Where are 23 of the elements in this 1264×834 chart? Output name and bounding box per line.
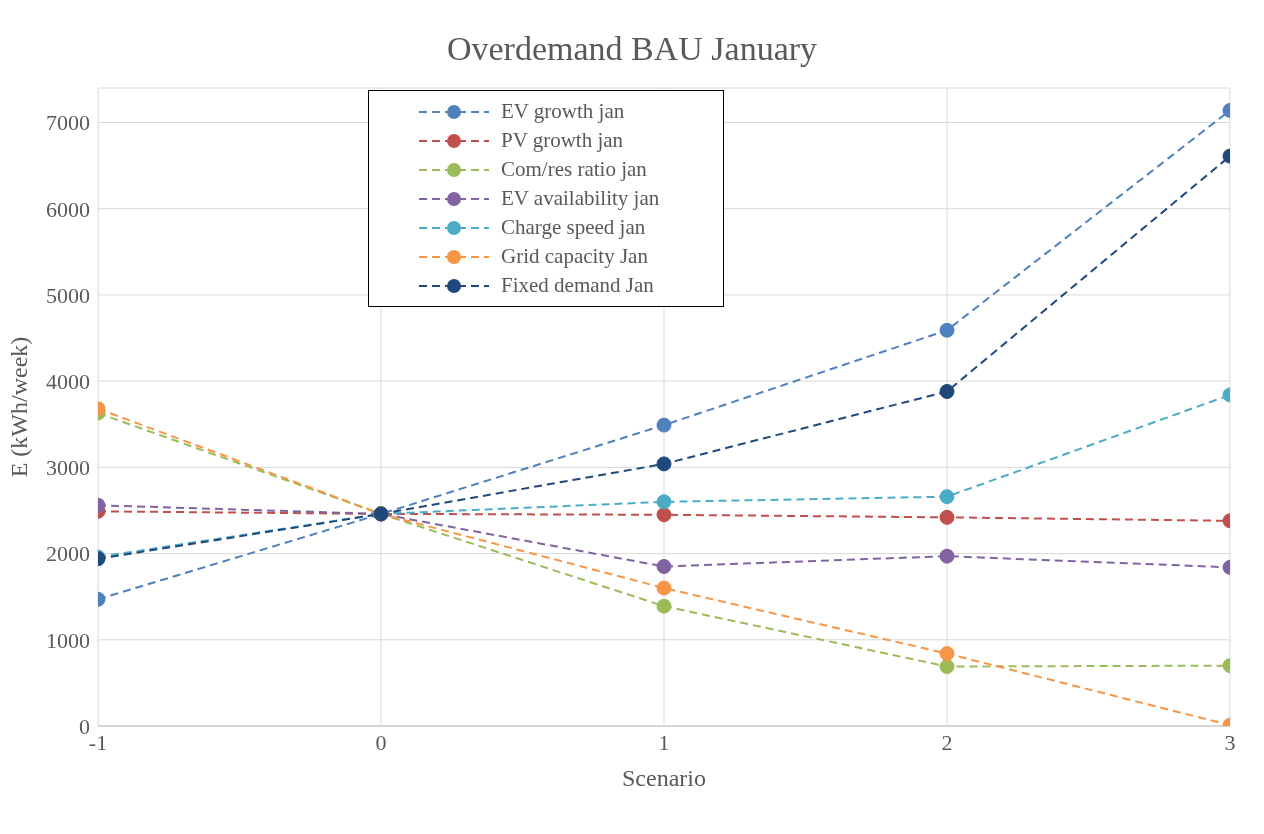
y-tick-label: 6000 xyxy=(46,196,90,222)
legend-label: Charge speed jan xyxy=(501,215,646,240)
x-tick-label: 3 xyxy=(1224,729,1236,755)
x-tick-label: -1 xyxy=(88,729,108,755)
y-tick-label: 0 xyxy=(79,713,90,739)
y-tick-label: 2000 xyxy=(46,541,90,567)
y-tick-label: 7000 xyxy=(46,110,90,136)
x-tick-label: 1 xyxy=(658,729,670,755)
legend-label: Fixed demand Jan xyxy=(501,273,654,298)
legend-label: Grid capacity Jan xyxy=(501,244,648,269)
y-tick-label: 1000 xyxy=(46,627,90,653)
legend-label: Com/res ratio jan xyxy=(501,157,647,182)
y-tick-label: 3000 xyxy=(46,455,90,481)
x-tick-label: 0 xyxy=(375,729,387,755)
y-axis-title: E (kWh/week) xyxy=(5,336,32,478)
chart-title: Overdemand BAU January xyxy=(445,30,819,68)
y-tick-label: 5000 xyxy=(46,282,90,308)
legend-label: PV growth jan xyxy=(501,128,624,153)
x-tick-label: 2 xyxy=(941,729,953,755)
legend-label: EV availability jan xyxy=(501,186,660,211)
x-axis-title: Scenario xyxy=(622,765,706,791)
legend-label: EV growth jan xyxy=(501,99,625,124)
y-tick-label: 4000 xyxy=(46,368,90,394)
